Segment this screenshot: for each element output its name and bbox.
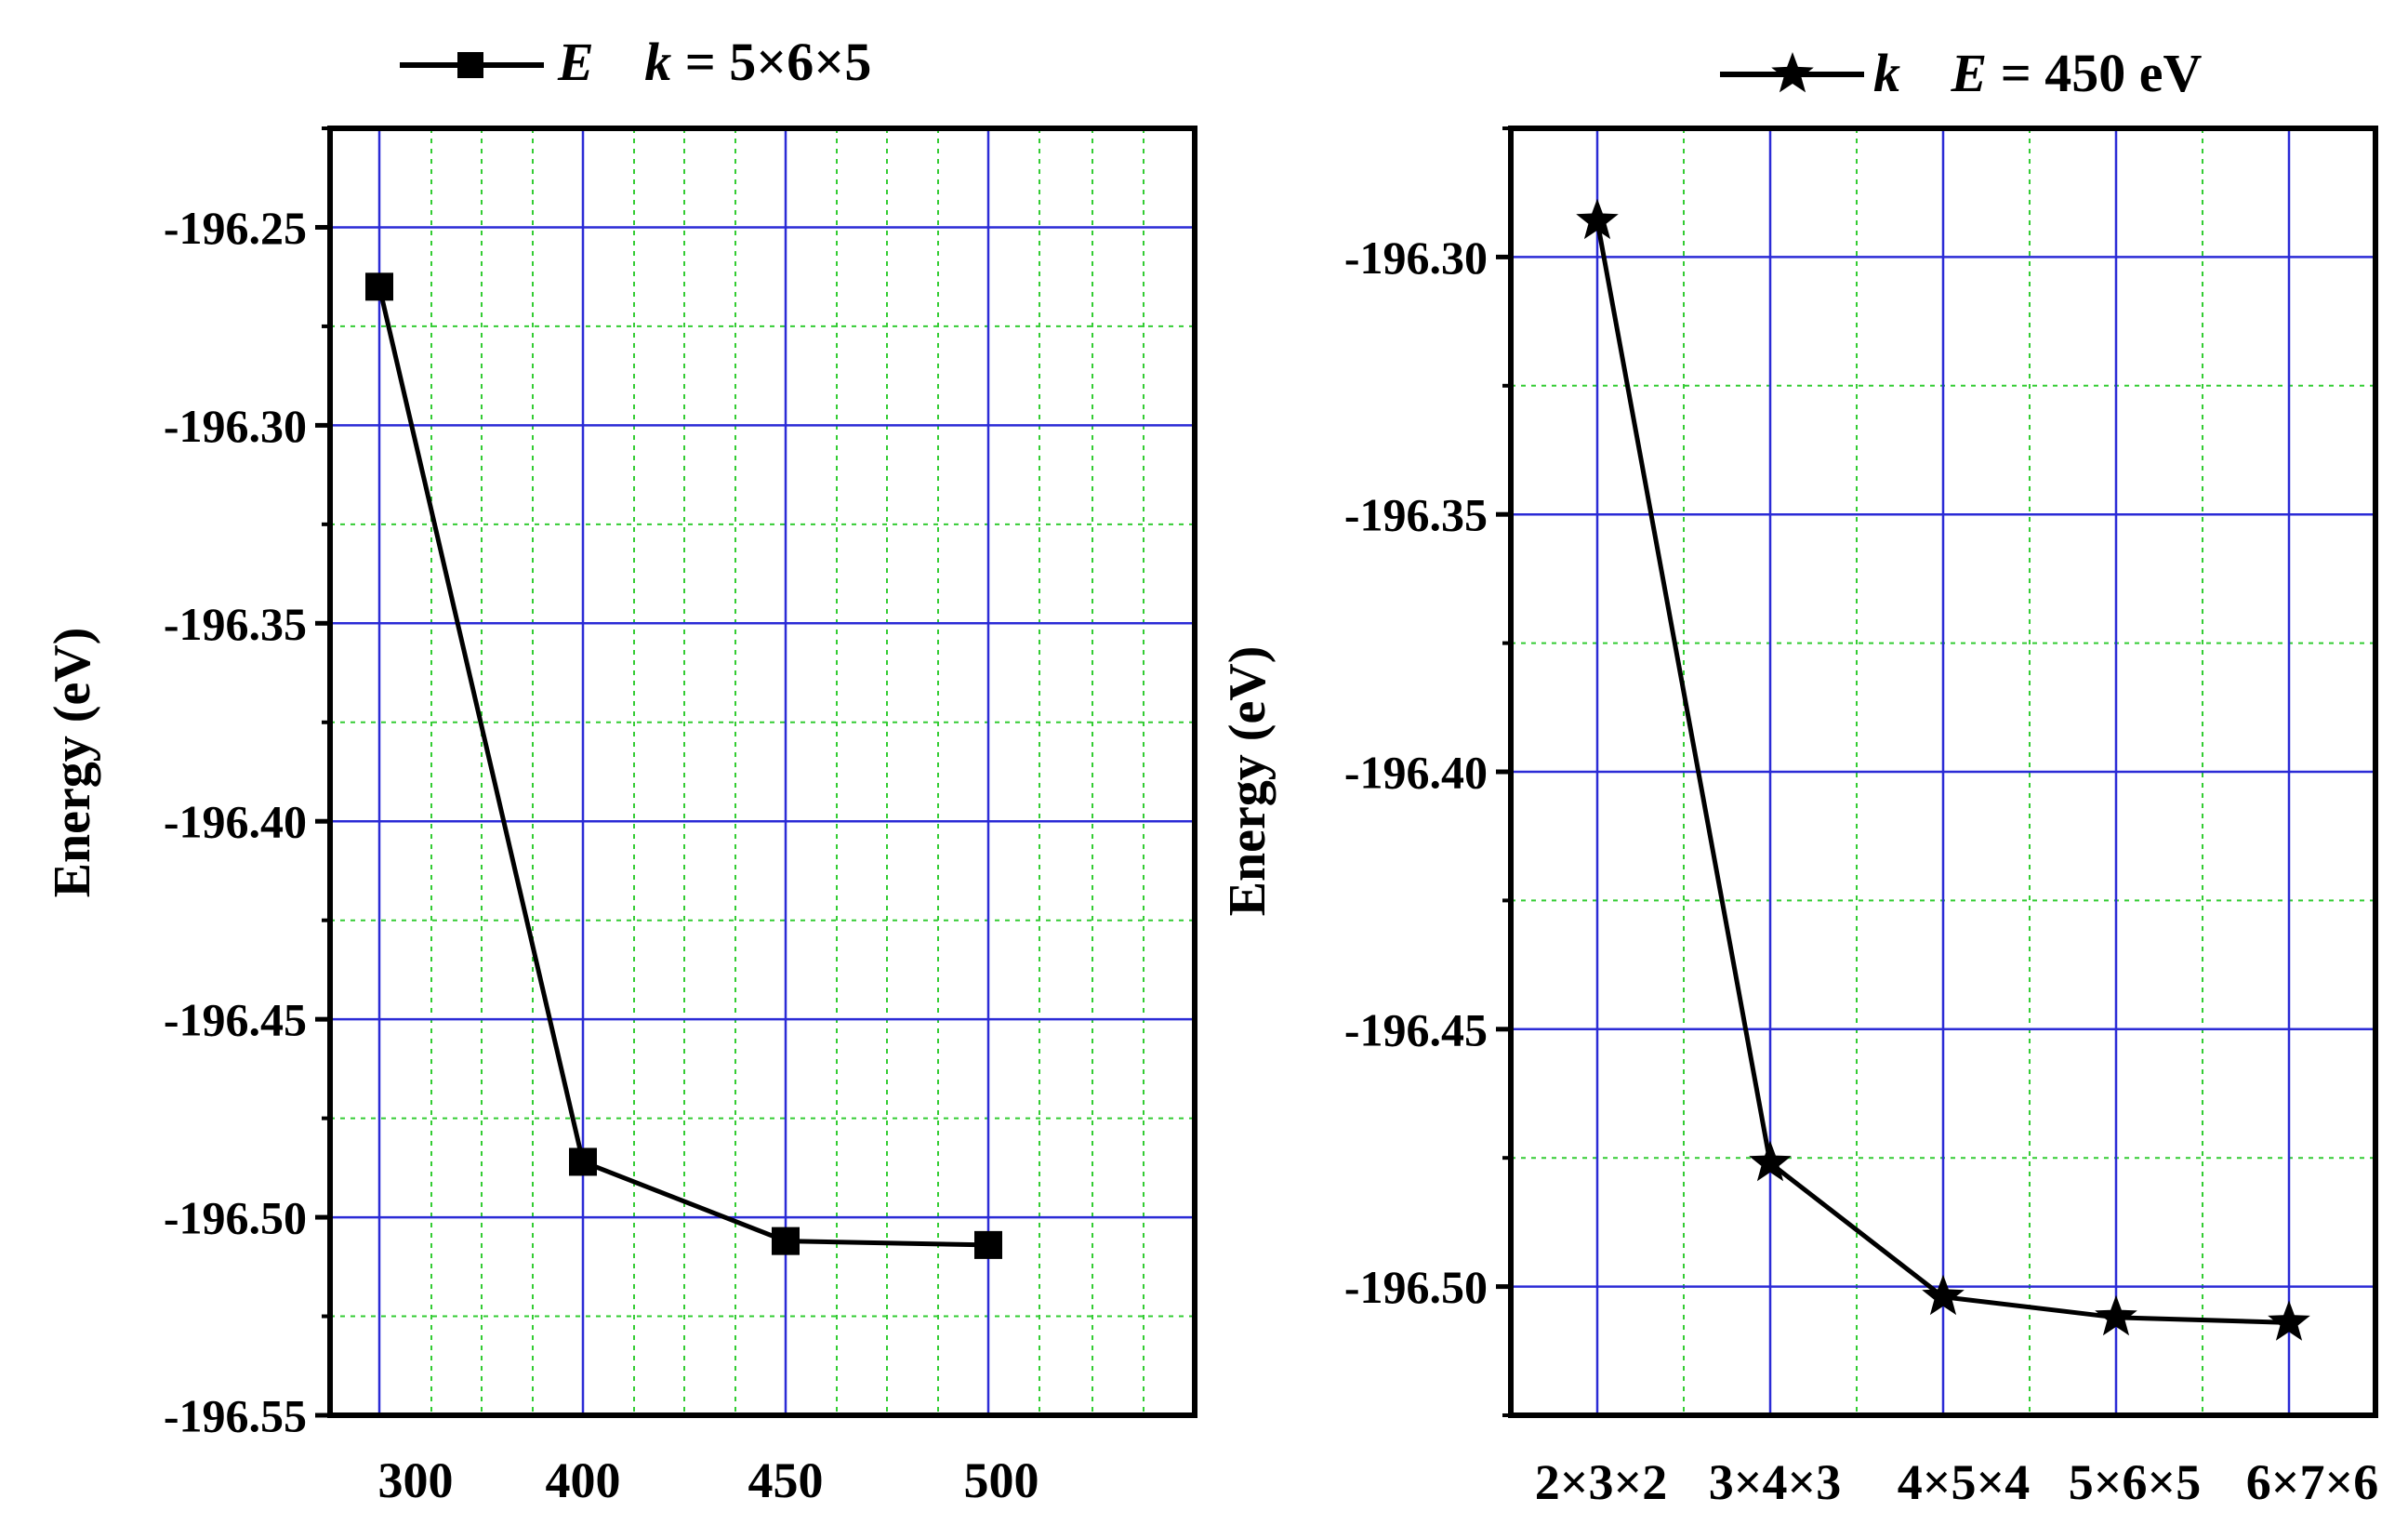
right-data-point-2 (1922, 1274, 1965, 1316)
left-series (365, 272, 1002, 1259)
svg-text:E k = 5×6×5: E k = 5×6×5 (557, 32, 871, 92)
right-y-axis-label: Energy (eV) (1219, 646, 1277, 917)
right-y-tick-label-3: -196.45 (1344, 1003, 1488, 1055)
left-data-point-1 (569, 1147, 597, 1176)
right-legend: k E = 450 eV (1720, 43, 2202, 103)
left-series-line (377, 285, 989, 1248)
left-legend-condition-value: = 5×6×5 (671, 32, 871, 92)
right-x-axis: 2×3×2 3×4×3 4×5×4 5×6×5 6×7×6 (1535, 1454, 2379, 1510)
left-y-tick-label-1: -196.30 (164, 400, 307, 452)
left-x-tick-label-0: 300 (378, 1452, 454, 1508)
right-y-tick-label-0: -196.30 (1344, 232, 1488, 284)
left-x-tick-label-1: 400 (546, 1452, 621, 1508)
left-y-axis-label: Energy (eV) (44, 628, 101, 898)
left-y-tick-label-0: -196.25 (164, 202, 307, 254)
left-legend-square-marker (457, 52, 483, 78)
right-data-point-3 (2095, 1294, 2137, 1336)
left-y-tick-label-2: -196.35 (164, 598, 307, 650)
right-y-tick-label-1: -196.35 (1344, 489, 1488, 541)
left-legend-series-symbol: E (557, 32, 594, 92)
right-legend-condition-value: = 450 eV (1987, 43, 2202, 103)
left-chart: E k = 5×6×5 -196.25 -196.30 -196.35 -196.40… (44, 32, 1197, 1508)
svg-text:k E = 450 eV: k E = 450 eV (1873, 43, 2202, 103)
left-plot-frame (327, 126, 1197, 1418)
right-y-tick-label-2: -196.40 (1344, 747, 1488, 799)
right-legend-star-marker (1771, 52, 1814, 93)
left-y-tick-label-4: -196.45 (164, 994, 307, 1046)
right-data-point-0 (1576, 198, 1619, 240)
right-series (1576, 198, 2310, 1341)
left-x-axis: 300 400 450 500 (378, 1452, 1039, 1508)
right-data-point-4 (2268, 1300, 2310, 1341)
left-x-tick-label-2: 450 (748, 1452, 824, 1508)
right-legend-condition-symbol: E (1951, 43, 1988, 103)
right-y-axis: -196.30 -196.35 -196.40 -196.45 -196.50 (1344, 126, 1511, 1417)
left-y-tick-label-6: -196.55 (164, 1390, 307, 1442)
right-data-point-1 (1749, 1140, 1792, 1182)
left-data-point-3 (974, 1230, 1002, 1259)
left-data-point-2 (772, 1227, 800, 1255)
right-chart: k E = 450 eV -196.30 -196.35 -196.40 -196.4… (1219, 43, 2378, 1510)
right-x-tick-label-0: 2×3×2 (1535, 1454, 1668, 1510)
right-x-tick-label-2: 4×5×4 (1898, 1454, 2031, 1510)
left-y-axis: -196.25 -196.30 -196.35 -196.40 -196.45 -196.… (164, 126, 330, 1442)
right-legend-series-symbol: k (1873, 43, 1900, 103)
right-x-tick-label-1: 3×4×3 (1709, 1454, 1842, 1510)
right-x-tick-label-4: 6×7×6 (2246, 1454, 2379, 1510)
left-legend-condition-symbol: k (644, 32, 671, 92)
left-y-tick-label-5: -196.50 (164, 1192, 307, 1244)
left-y-tick-label-3: -196.40 (164, 796, 307, 848)
right-y-tick-label-4: -196.50 (1344, 1261, 1488, 1313)
left-grid (330, 127, 1195, 1417)
left-data-point-0 (365, 272, 393, 301)
right-x-tick-label-3: 5×6×5 (2069, 1454, 2202, 1510)
left-x-tick-label-3: 500 (964, 1452, 1039, 1508)
left-legend: E k = 5×6×5 (400, 32, 871, 92)
right-grid (1511, 127, 2375, 1416)
